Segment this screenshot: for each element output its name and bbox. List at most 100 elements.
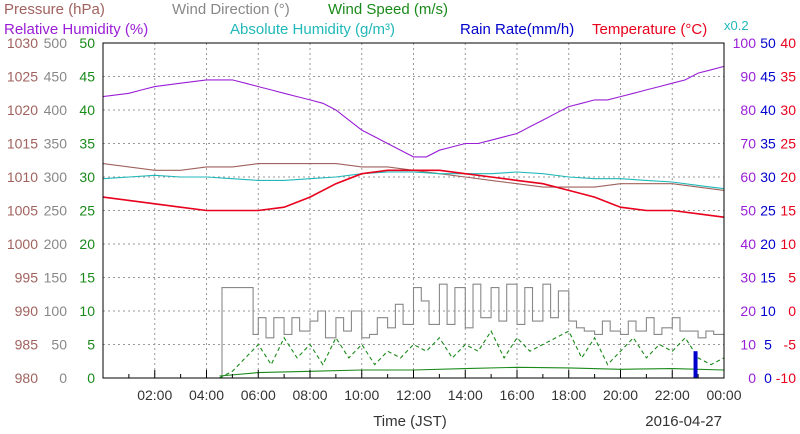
tick-wind_direction: 100 bbox=[44, 303, 68, 319]
x-tick-label: 04:00 bbox=[189, 387, 224, 403]
x-tick-label: 00:00 bbox=[706, 387, 741, 403]
tick-pressure: 1005 bbox=[7, 203, 38, 219]
series-line-wind_speed bbox=[219, 329, 725, 379]
series-line-wind_direction bbox=[219, 283, 724, 379]
series-line-temperature bbox=[102, 169, 725, 218]
tick-temperature: 30 bbox=[780, 102, 796, 118]
tick-pressure: 980 bbox=[15, 370, 39, 386]
tick-wind_speed: 50 bbox=[79, 35, 95, 51]
x-tick-label: 18:00 bbox=[551, 387, 586, 403]
legend-relative_humidity: Relative Humidity (%) bbox=[4, 21, 148, 38]
legend-pressure: Pressure (hPa) bbox=[4, 1, 105, 18]
tick-wind_speed: 0 bbox=[87, 370, 95, 386]
legend-abs_hum_scale: x0.2 bbox=[724, 18, 749, 33]
legend-wind_direction: Wind Direction (°) bbox=[172, 1, 290, 18]
plot-area bbox=[102, 65, 725, 379]
x-axis-label: Time (JST) bbox=[373, 413, 447, 430]
legend-rain_rate: Rain Rate(mm/h) bbox=[460, 21, 574, 38]
tick-pressure: 1010 bbox=[7, 169, 38, 185]
tick-rain_rate: 20 bbox=[760, 236, 776, 252]
tick-temperature: 35 bbox=[780, 69, 796, 85]
tick-wind_speed: 15 bbox=[79, 270, 95, 286]
x-axis: 02:00 04:00 06:00 08:00 10:00 12:00 14:00 16:00… bbox=[102, 370, 742, 403]
tick-rain_rate: 10 bbox=[760, 303, 776, 319]
x-tick-label: 08:00 bbox=[292, 387, 327, 403]
tick-relative_humidity: 10 bbox=[740, 337, 756, 353]
tick-temperature: 0 bbox=[788, 303, 796, 319]
tick-pressure: 985 bbox=[15, 337, 39, 353]
legend-temperature: Temperature (°C) bbox=[592, 21, 707, 38]
tick-wind_speed: 5 bbox=[87, 337, 95, 353]
tick-relative_humidity: 50 bbox=[740, 203, 756, 219]
tick-temperature: 15 bbox=[780, 203, 796, 219]
tick-rain_rate: 40 bbox=[760, 102, 776, 118]
tick-relative_humidity: 20 bbox=[740, 303, 756, 319]
tick-relative_humidity: 0 bbox=[748, 370, 756, 386]
tick-pressure: 995 bbox=[15, 270, 39, 286]
grid bbox=[103, 43, 724, 378]
tick-rain_rate: 30 bbox=[760, 169, 776, 185]
tick-pressure: 1020 bbox=[7, 102, 38, 118]
rain-bar bbox=[693, 351, 698, 378]
tick-rain_rate: 0 bbox=[764, 370, 772, 386]
series-line-wind_speed_avg bbox=[219, 366, 725, 377]
x-tick-label: 22:00 bbox=[655, 387, 690, 403]
tick-wind_direction: 50 bbox=[51, 337, 67, 353]
tick-wind_direction: 150 bbox=[44, 270, 68, 286]
tick-rain_rate: 25 bbox=[760, 203, 776, 219]
tick-pressure: 1015 bbox=[7, 136, 38, 152]
tick-pressure: 1030 bbox=[7, 35, 38, 51]
right-axes: 1009080706050403020100504540353025201510… bbox=[733, 35, 797, 386]
tick-wind_speed: 30 bbox=[79, 169, 95, 185]
tick-relative_humidity: 40 bbox=[740, 236, 756, 252]
left-axes: 1030102510201015101010051000995990985980… bbox=[7, 35, 95, 386]
tick-relative_humidity: 60 bbox=[740, 169, 756, 185]
series-line-relative_humidity bbox=[102, 65, 725, 158]
tick-wind_direction: 0 bbox=[59, 370, 67, 386]
tick-relative_humidity: 80 bbox=[740, 102, 756, 118]
legend-wind_speed: Wind Speed (m/s) bbox=[328, 1, 448, 18]
tick-wind_speed: 20 bbox=[79, 236, 95, 252]
tick-wind_speed: 25 bbox=[79, 203, 95, 219]
tick-wind_speed: 10 bbox=[79, 303, 95, 319]
tick-wind_direction: 500 bbox=[44, 35, 68, 51]
tick-wind_speed: 45 bbox=[79, 69, 95, 85]
tick-wind_direction: 200 bbox=[44, 236, 68, 252]
x-tick-label: 06:00 bbox=[241, 387, 276, 403]
x-tick-label: 20:00 bbox=[603, 387, 638, 403]
tick-temperature: 10 bbox=[780, 236, 796, 252]
tick-rain_rate: 50 bbox=[760, 35, 776, 51]
tick-rain_rate: 5 bbox=[764, 337, 772, 353]
tick-temperature: -10 bbox=[776, 370, 796, 386]
tick-wind_direction: 400 bbox=[44, 102, 68, 118]
tick-wind_direction: 450 bbox=[44, 69, 68, 85]
tick-temperature: 25 bbox=[780, 136, 796, 152]
x-tick-label: 10:00 bbox=[344, 387, 379, 403]
tick-wind_direction: 300 bbox=[44, 169, 68, 185]
tick-rain_rate: 35 bbox=[760, 136, 776, 152]
legend: Pressure (hPa) Wind Direction (°) Wind Spe… bbox=[4, 1, 749, 38]
x-tick-label: 02:00 bbox=[137, 387, 172, 403]
date-label: 2016-04-27 bbox=[645, 413, 722, 430]
tick-temperature: 5 bbox=[788, 270, 796, 286]
x-tick-label: 12:00 bbox=[396, 387, 431, 403]
tick-wind_direction: 350 bbox=[44, 136, 68, 152]
x-tick-label: 14:00 bbox=[448, 387, 483, 403]
x-tick-label: 16:00 bbox=[499, 387, 534, 403]
series-line-absolute_humidity bbox=[102, 171, 725, 190]
tick-relative_humidity: 70 bbox=[740, 136, 756, 152]
tick-wind_direction: 250 bbox=[44, 203, 68, 219]
tick-pressure: 990 bbox=[15, 303, 39, 319]
tick-relative_humidity: 100 bbox=[733, 35, 757, 51]
tick-relative_humidity: 90 bbox=[740, 69, 756, 85]
tick-pressure: 1025 bbox=[7, 69, 38, 85]
tick-temperature: -5 bbox=[784, 337, 797, 353]
legend-absolute_humidity: Absolute Humidity (g/m³) bbox=[230, 21, 395, 38]
tick-rain_rate: 15 bbox=[760, 270, 776, 286]
tick-rain_rate: 45 bbox=[760, 69, 776, 85]
tick-temperature: 20 bbox=[780, 169, 796, 185]
tick-relative_humidity: 30 bbox=[740, 270, 756, 286]
tick-temperature: 40 bbox=[780, 35, 796, 51]
tick-pressure: 1000 bbox=[7, 236, 38, 252]
